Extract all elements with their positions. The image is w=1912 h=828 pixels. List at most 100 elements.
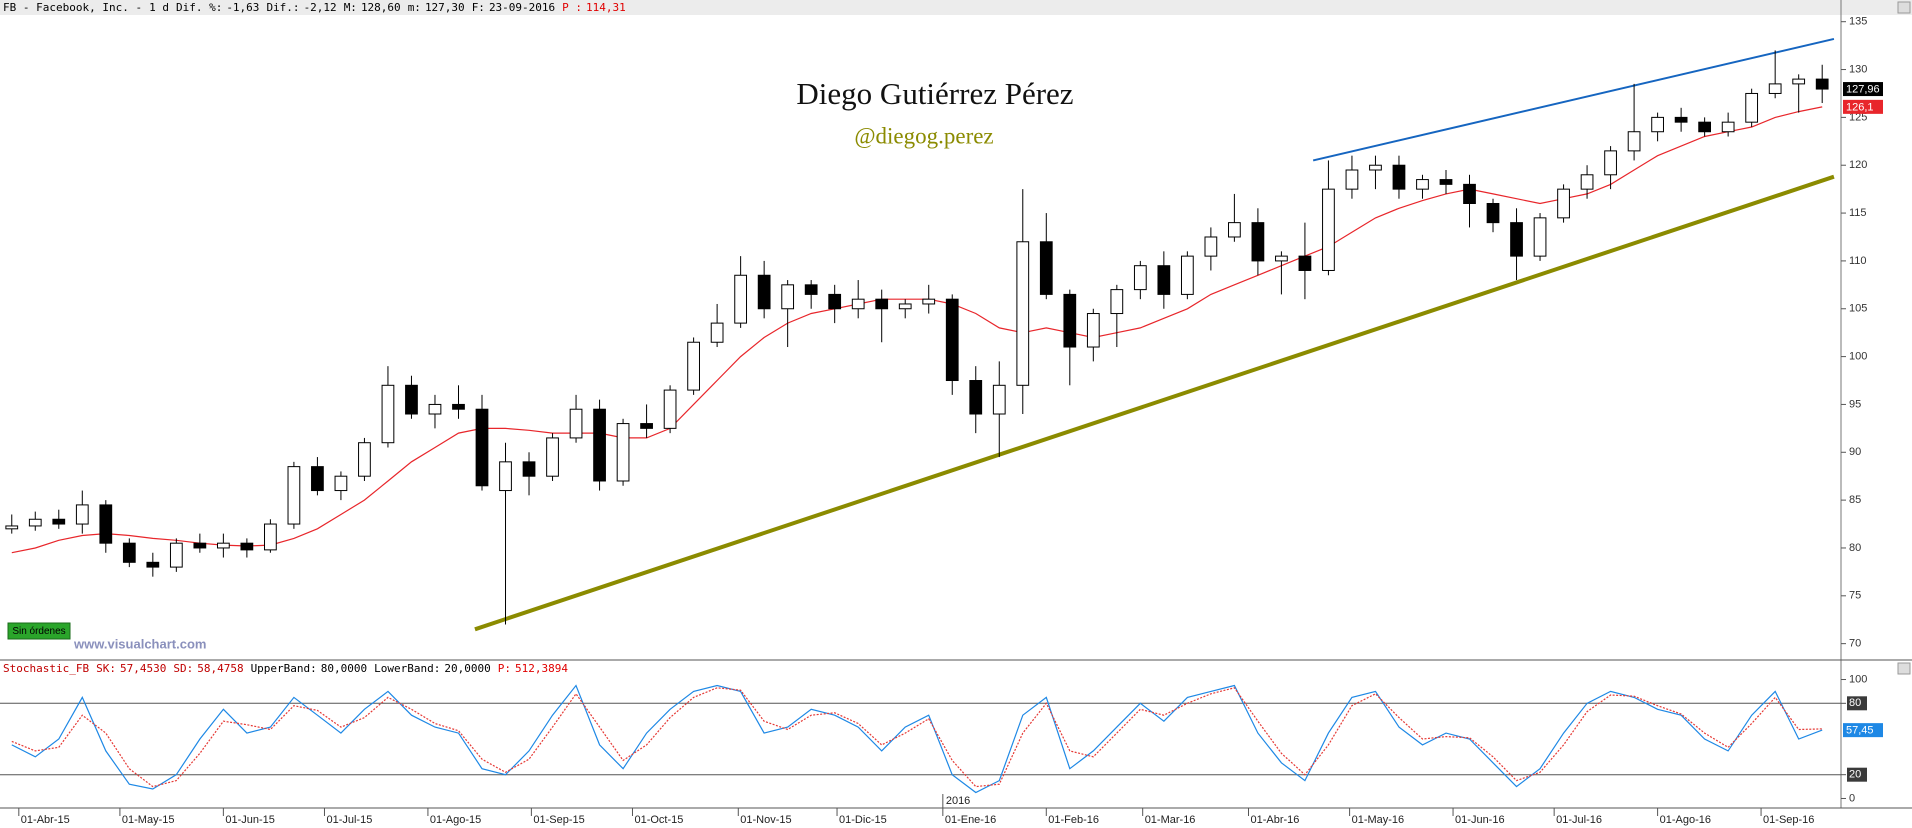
- x-tick-label: 01-Mar-16: [1145, 814, 1196, 826]
- header-key: LowerBand:: [374, 662, 441, 675]
- last-price-tag-box: [1843, 82, 1883, 97]
- header-key: F:: [471, 1, 485, 14]
- candle-body: [75, 504, 89, 525]
- stochastic-line: [11, 687, 1823, 788]
- candle-body: [1063, 293, 1077, 348]
- header-value: 128,60: [360, 1, 401, 14]
- header-key: P :: [562, 1, 583, 14]
- header-value: 23-09-2016: [488, 1, 556, 14]
- candle-body: [710, 322, 724, 343]
- candle-body: [569, 408, 583, 439]
- y-tick-label: 115: [1849, 207, 1867, 219]
- candle-body: [1463, 183, 1476, 204]
- candle-body: [969, 380, 983, 415]
- y-tick-label: 70: [1849, 638, 1861, 650]
- candle-body: [922, 298, 936, 305]
- scroll-button[interactable]: [1897, 662, 1911, 675]
- candle-body: [1180, 255, 1194, 295]
- header-key: Dif.:: [266, 1, 300, 14]
- trendline: [1312, 37, 1835, 162]
- candle-body: [945, 298, 959, 382]
- candle-body: [1204, 236, 1218, 257]
- last-value-tag: 126,1: [1846, 101, 1874, 113]
- header-bar: [0, 0, 1912, 15]
- y-tick-label: 80: [1849, 542, 1861, 554]
- candle-body: [828, 293, 842, 310]
- x-tick-label: 01-Dic-15: [839, 814, 887, 826]
- status-text: Sin órdenes: [12, 626, 65, 637]
- candle-body: [1674, 116, 1688, 123]
- candle-body: [1745, 92, 1759, 123]
- candle-body: [1275, 255, 1288, 262]
- candle-body: [264, 523, 277, 551]
- candle-body: [1322, 188, 1335, 271]
- author-handle: @diegog.perez: [854, 123, 993, 148]
- candle-body: [99, 504, 113, 544]
- x-tick-label: 01-Ene-16: [945, 814, 996, 826]
- candle-body: [5, 525, 19, 530]
- candle-body: [1486, 202, 1500, 224]
- x-tick-label: 01-Sep-15: [533, 814, 584, 826]
- candle-body: [1698, 121, 1712, 133]
- y-tick-label: 125: [1849, 111, 1867, 123]
- x-tick-label: 01-Sep-16: [1763, 814, 1814, 826]
- status-box: [7, 622, 71, 640]
- candle-body: [216, 542, 230, 549]
- candle-body: [1815, 78, 1829, 90]
- candle-body: [1439, 179, 1453, 185]
- x-tick-label: 01-May-15: [122, 814, 175, 826]
- header-value: 58,4758: [197, 662, 244, 675]
- y-tick-label: 110: [1849, 255, 1867, 267]
- candle-body: [1251, 222, 1265, 262]
- header-key: SD:: [173, 662, 194, 675]
- candle-body: [381, 384, 395, 444]
- candle-body: [28, 518, 42, 527]
- x-tick-label: 01-Ago-16: [1660, 814, 1711, 826]
- y-tick-label: 130: [1849, 63, 1867, 75]
- candle-body: [1580, 174, 1594, 190]
- candle-body: [428, 403, 442, 415]
- watermark: www.visualchart.com: [73, 636, 206, 651]
- candle-body: [640, 423, 653, 429]
- candle-body: [405, 384, 418, 415]
- candle-body: [663, 389, 677, 429]
- candle-body: [358, 442, 371, 477]
- x-tick-label: 01-Nov-15: [740, 814, 791, 826]
- candle-body: [1298, 255, 1312, 271]
- x-tick-label: 01-Jun-16: [1455, 814, 1505, 826]
- header-value: 512,3894: [515, 662, 568, 675]
- candle-body: [1416, 179, 1429, 190]
- scroll-button[interactable]: [1897, 1, 1911, 14]
- band-tick-box: [1847, 767, 1867, 782]
- candle-body: [452, 403, 465, 410]
- candle-body: [875, 298, 889, 310]
- candle-body: [804, 284, 818, 295]
- candle-body: [1039, 241, 1053, 295]
- y-tick-label: 120: [1849, 159, 1867, 171]
- moving-average: [11, 106, 1823, 554]
- candle-body: [475, 408, 489, 487]
- candle-body: [616, 423, 630, 482]
- x-tick-label: 01-Abr-15: [21, 814, 70, 826]
- candle-body: [898, 303, 912, 310]
- x-group-label: 2016: [946, 795, 970, 807]
- header-key: m:: [407, 1, 421, 14]
- header-name: Stochastic_FB: [3, 662, 90, 675]
- y-tick-label: 135: [1849, 16, 1867, 28]
- x-tick-label: 01-Jun-15: [225, 814, 275, 826]
- band-tick-box: [1847, 696, 1867, 711]
- x-tick-label: 01-Jul-15: [326, 814, 372, 826]
- candle-body: [1392, 164, 1406, 190]
- candle-body: [1557, 188, 1570, 219]
- indicator-header: Stochastic_FB SK: 57,4530 SD: 58,4758 UpperBa…: [0, 661, 1841, 676]
- x-tick-label: 01-Abr-16: [1250, 814, 1299, 826]
- y-tick-label: 90: [1849, 446, 1861, 458]
- candle-body: [1604, 150, 1617, 176]
- candle-body: [781, 284, 795, 310]
- candle-body: [1016, 241, 1030, 386]
- candle-body: [1627, 131, 1641, 152]
- candle-body: [52, 518, 66, 525]
- header-value: 57,4530: [119, 662, 167, 675]
- candle-body: [499, 461, 512, 492]
